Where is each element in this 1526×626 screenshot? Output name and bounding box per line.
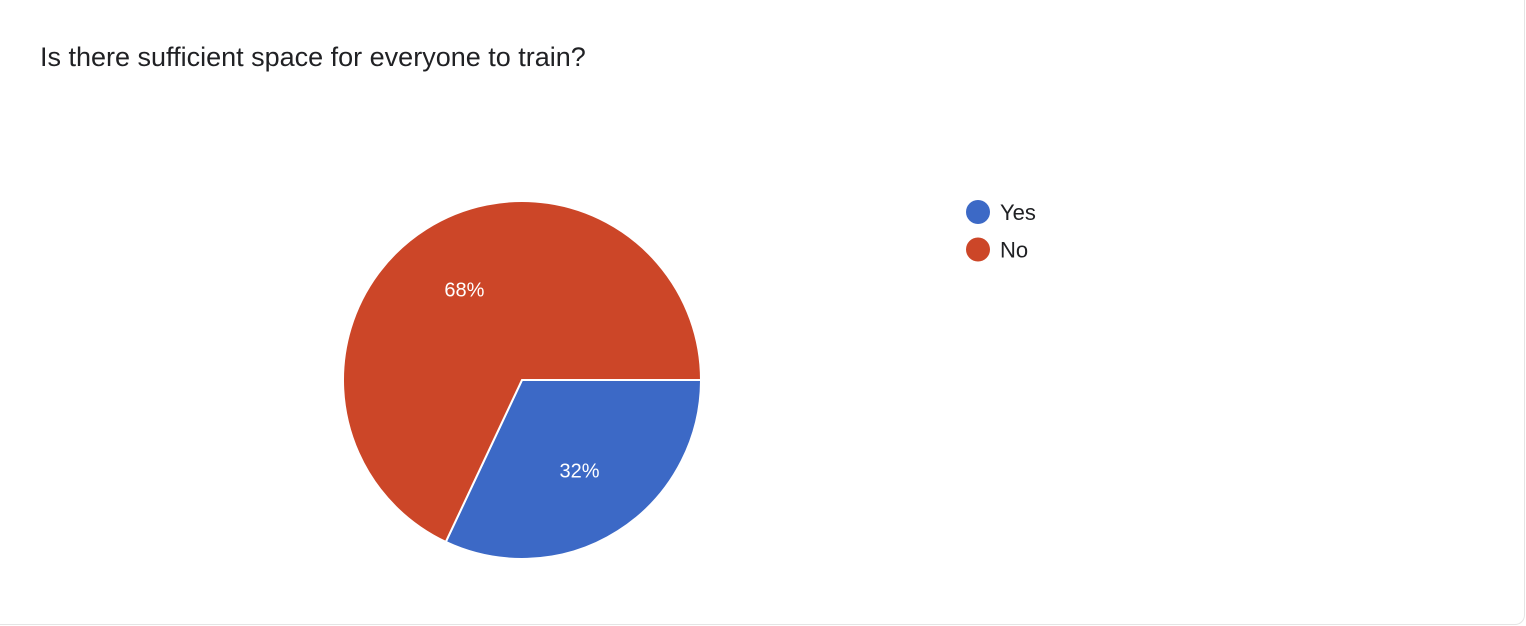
legend-marker-yes [966, 200, 990, 224]
pie-slice-no[interactable] [342, 200, 703, 544]
slice-label-no: 68% [444, 279, 484, 301]
slice-label-yes: 32% [560, 461, 600, 483]
chart-title: Is there sufficient space for everyone t… [40, 42, 586, 72]
legend-marker-no [966, 237, 990, 262]
legend-label-yes[interactable]: Yes [1000, 200, 1036, 225]
legend-label-no[interactable]: No [1000, 238, 1028, 263]
pie-slice-yes[interactable] [444, 379, 703, 560]
